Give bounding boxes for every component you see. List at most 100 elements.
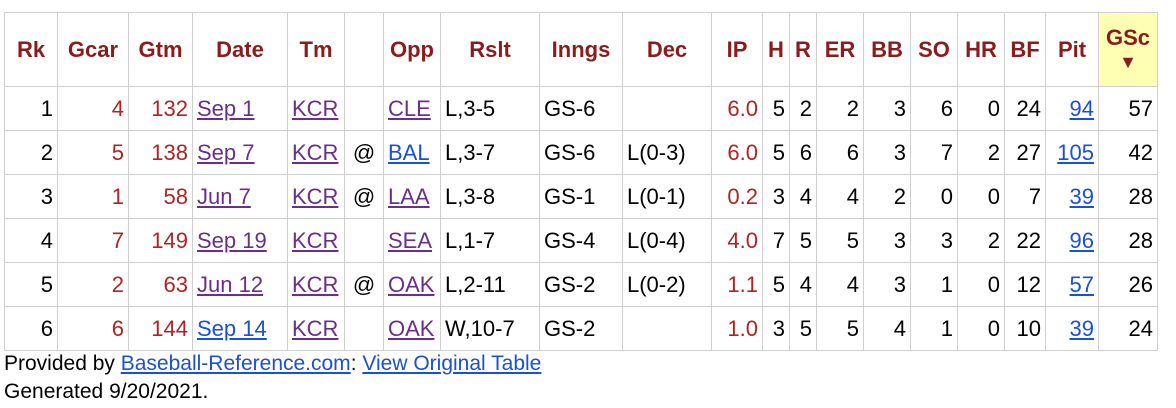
cell-home-away: @ [344,262,384,307]
cell-opponent: OAK [383,262,441,307]
cell-bb: 4 [863,306,911,351]
col-header-er[interactable]: ER [816,12,864,87]
col-header-opp[interactable]: Opp [383,12,441,87]
cell-opponent-link[interactable]: SEA [388,227,433,253]
cell-pitches-link[interactable]: 39 [1069,183,1094,209]
cell-pitches-link[interactable]: 94 [1069,95,1094,121]
cell-ip: 0.2 [711,174,763,219]
cell-h: 3 [762,306,790,351]
col-header-inngs[interactable]: Inngs [539,12,623,87]
cell-innings: GS-2 [539,306,623,351]
cell-ip: 4.0 [711,218,763,263]
col-header-rk[interactable]: Rk [4,12,58,87]
col-header-tm[interactable]: Tm [287,12,345,87]
cell-gsc: 26 [1098,262,1158,307]
cell-opponent-link[interactable]: OAK [388,271,435,297]
col-header-h[interactable]: H [762,12,790,87]
cell-home-away [344,86,384,131]
cell-bb: 3 [863,130,911,175]
cell-so: 1 [910,262,958,307]
cell-bf: 27 [1004,130,1046,175]
table-footer: Provided by Baseball-Reference.com: View… [4,350,541,406]
cell-rk: 2 [4,130,58,175]
cell-date-link[interactable]: Sep 1 [197,95,255,121]
col-header-r[interactable]: R [789,12,817,87]
cell-pitches-link[interactable]: 57 [1069,271,1094,297]
site-link[interactable]: Baseball-Reference.com [120,352,351,375]
cell-opponent: OAK [383,306,441,351]
cell-gcar: 4 [57,86,129,131]
cell-ip: 6.0 [711,86,763,131]
cell-r: 5 [789,306,817,351]
cell-bb: 2 [863,174,911,219]
col-header-hr[interactable]: HR [957,12,1005,87]
cell-er: 4 [816,174,864,219]
cell-team-link[interactable]: KCR [292,315,339,341]
cell-date-link[interactable]: Jun 12 [197,271,264,297]
provided-by-line: Provided by Baseball-Reference.com: View… [4,350,541,378]
cell-er: 6 [816,130,864,175]
col-header-gsc-sorted[interactable]: GSc ▼ [1098,12,1158,87]
cell-team-link[interactable]: KCR [292,271,339,297]
cell-opponent-link[interactable]: LAA [388,183,430,209]
cell-decision [622,86,712,131]
cell-opponent-link[interactable]: OAK [388,315,435,341]
col-header-ip[interactable]: IP [711,12,763,87]
cell-team-link[interactable]: KCR [292,95,339,121]
cell-er: 2 [816,86,864,131]
col-header-bb[interactable]: BB [863,12,911,87]
cell-h: 5 [762,262,790,307]
cell-date-link[interactable]: Sep 14 [197,315,267,341]
cell-home-away: @ [344,174,384,219]
cell-result: L,3-8 [440,174,540,219]
cell-gsc: 24 [1098,306,1158,351]
cell-gsc: 28 [1098,218,1158,263]
cell-gcar: 7 [57,218,129,263]
cell-gcar: 5 [57,130,129,175]
cell-result: L,3-7 [440,130,540,175]
cell-team-link[interactable]: KCR [292,227,339,253]
cell-team: KCR [287,218,345,263]
cell-pitches-link[interactable]: 105 [1057,139,1094,165]
cell-gtm: 132 [128,86,193,131]
col-header-homeaway[interactable] [344,12,384,87]
cell-gcar: 6 [57,306,129,351]
cell-opponent-link[interactable]: BAL [388,139,430,165]
cell-h: 7 [762,218,790,263]
cell-opponent: SEA [383,218,441,263]
cell-pitches-link[interactable]: 39 [1069,315,1094,341]
cell-r: 6 [789,130,817,175]
cell-opponent-link[interactable]: CLE [388,95,431,121]
cell-hr: 0 [957,262,1005,307]
table-row: 1 4 132 Sep 1 KCR CLE L,3-5 GS-6 6.0 5 2 2 3 6 0 24 94 57 [4,86,1158,131]
generated-date: Generated 9/20/2021. [4,380,209,403]
cell-rk: 1 [4,86,58,131]
cell-hr: 0 [957,174,1005,219]
cell-date-link[interactable]: Sep 7 [197,139,255,165]
game-log-table: Rk Gcar Gtm Date Tm Opp Rslt Inngs Dec I… [4,12,1158,351]
cell-date: Jun 7 [192,174,288,219]
cell-team-link[interactable]: KCR [292,183,339,209]
cell-gtm: 63 [128,262,193,307]
cell-innings: GS-6 [539,86,623,131]
view-original-table-link[interactable]: View Original Table [362,352,542,375]
col-header-pit[interactable]: Pit [1045,12,1099,87]
col-header-rslt[interactable]: Rslt [440,12,540,87]
col-header-bf[interactable]: BF [1004,12,1046,87]
col-header-date[interactable]: Date [192,12,288,87]
cell-pitches: 39 [1045,174,1099,219]
col-header-gcar[interactable]: Gcar [57,12,129,87]
cell-date-link[interactable]: Sep 19 [197,227,267,253]
cell-h: 5 [762,86,790,131]
cell-opponent: LAA [383,174,441,219]
cell-so: 6 [910,86,958,131]
cell-r: 5 [789,218,817,263]
cell-pitches-link[interactable]: 96 [1069,227,1094,253]
cell-date: Sep 7 [192,130,288,175]
cell-date-link[interactable]: Jun 7 [197,183,251,209]
cell-r: 2 [789,86,817,131]
col-header-gtm[interactable]: Gtm [128,12,193,87]
col-header-dec[interactable]: Dec [622,12,712,87]
cell-team-link[interactable]: KCR [292,139,339,165]
col-header-so[interactable]: SO [910,12,958,87]
